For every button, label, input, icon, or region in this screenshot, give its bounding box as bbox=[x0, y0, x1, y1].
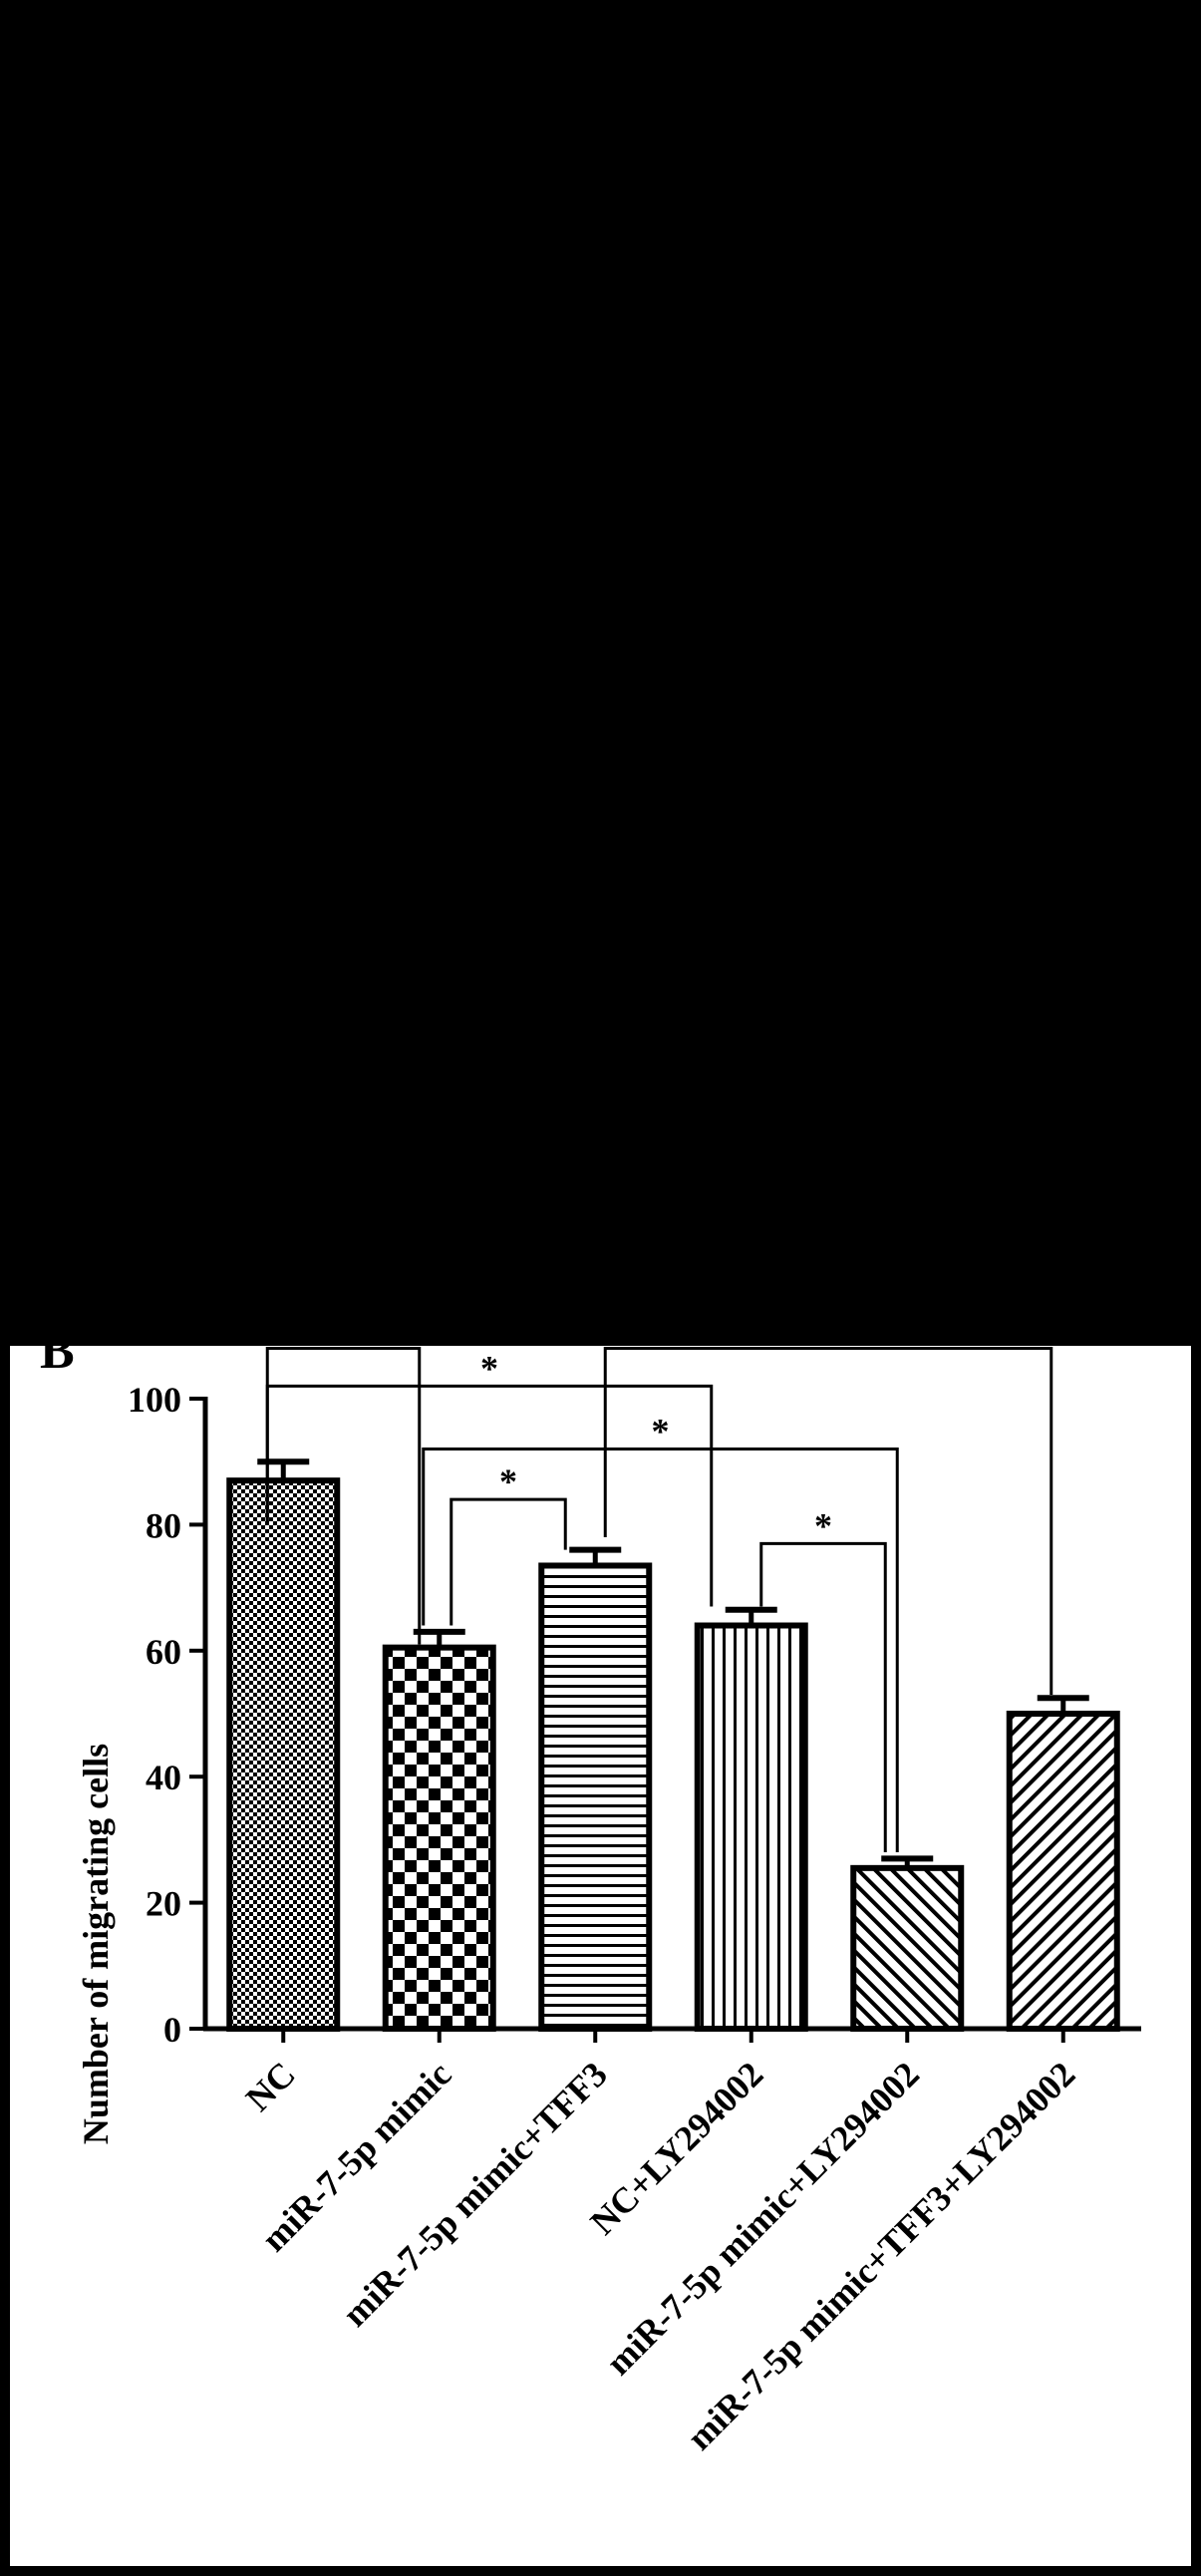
y-tick-label: 100 bbox=[128, 1380, 181, 1420]
y-tick-label: 40 bbox=[146, 1758, 181, 1797]
significance-bracket bbox=[759, 1541, 887, 1853]
y-tick-label: 20 bbox=[146, 1884, 181, 1924]
bar bbox=[694, 1622, 808, 2032]
significance-bracket bbox=[265, 1384, 714, 1607]
x-tick-label: miR-7-5p mimic+LY294002 bbox=[598, 2054, 927, 2383]
significance-bracket bbox=[450, 1497, 567, 1626]
bar bbox=[1006, 1711, 1120, 2032]
significance-bracket bbox=[603, 1346, 1053, 1696]
y-axis-label: Number of migrating cells bbox=[76, 1744, 116, 2144]
panel-label: B bbox=[40, 1346, 75, 1380]
significance-star: * bbox=[814, 1505, 832, 1545]
x-tick-label: NC bbox=[238, 2054, 303, 2118]
significance-bracket bbox=[422, 1448, 899, 1853]
bar bbox=[382, 1644, 496, 2032]
axes: 0 20 40 60 80 100 bbox=[128, 1380, 1141, 2050]
significance-star: * bbox=[335, 1346, 353, 1350]
bar bbox=[226, 1477, 341, 2033]
bar bbox=[538, 1562, 653, 2032]
significance-annotations: * * * * * bbox=[265, 1346, 1053, 1853]
bar bbox=[850, 1864, 965, 2033]
x-tick-label: miR-7-5p mimic+TFF3 bbox=[335, 2054, 615, 2334]
bars bbox=[226, 1458, 1120, 2033]
significance-star: * bbox=[499, 1461, 517, 1501]
significance-star: * bbox=[652, 1412, 670, 1451]
y-tick-label: 60 bbox=[146, 1632, 181, 1672]
y-tick-label: 0 bbox=[163, 2010, 181, 2050]
significance-star: * bbox=[480, 1348, 498, 1388]
y-tick-label: 80 bbox=[146, 1505, 181, 1545]
